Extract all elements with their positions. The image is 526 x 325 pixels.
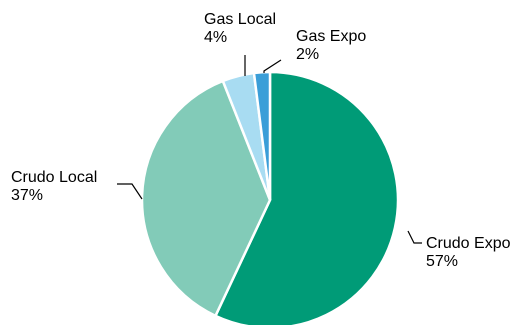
leader-line-crudo-local <box>117 183 143 200</box>
slice-label-name: Gas Expo <box>296 28 366 45</box>
slice-label-crudo-expo: Crudo Expo 57% <box>426 235 511 270</box>
slice-label-value: 2% <box>296 46 319 63</box>
pie-slices <box>140 70 400 325</box>
slice-label-value: 57% <box>426 253 458 270</box>
pie-slice-crudo-local <box>140 79 272 318</box>
pie-slice-gas-expo <box>252 70 272 201</box>
slice-label-value: 37% <box>11 187 43 204</box>
slice-label-gas-expo: Gas Expo 2% <box>296 28 366 63</box>
slice-label-name: Crudo Expo <box>426 235 511 252</box>
slice-label-name: Gas Local <box>204 11 276 28</box>
slice-label-name: Crudo Local <box>11 169 97 186</box>
leader-line-gas-expo <box>263 59 282 73</box>
pie-slice-crudo-expo <box>213 70 400 325</box>
leader-lines <box>117 55 422 244</box>
slice-label-crudo-local: Crudo Local 37% <box>11 169 97 204</box>
slice-label-value: 4% <box>204 29 227 46</box>
leader-line-crudo-expo <box>407 230 422 244</box>
slice-labels: Crudo Expo 57%Crudo Local 37%Gas Local 4% Ga… <box>11 11 511 270</box>
slice-label-gas-local: Gas Local 4% <box>204 11 276 46</box>
